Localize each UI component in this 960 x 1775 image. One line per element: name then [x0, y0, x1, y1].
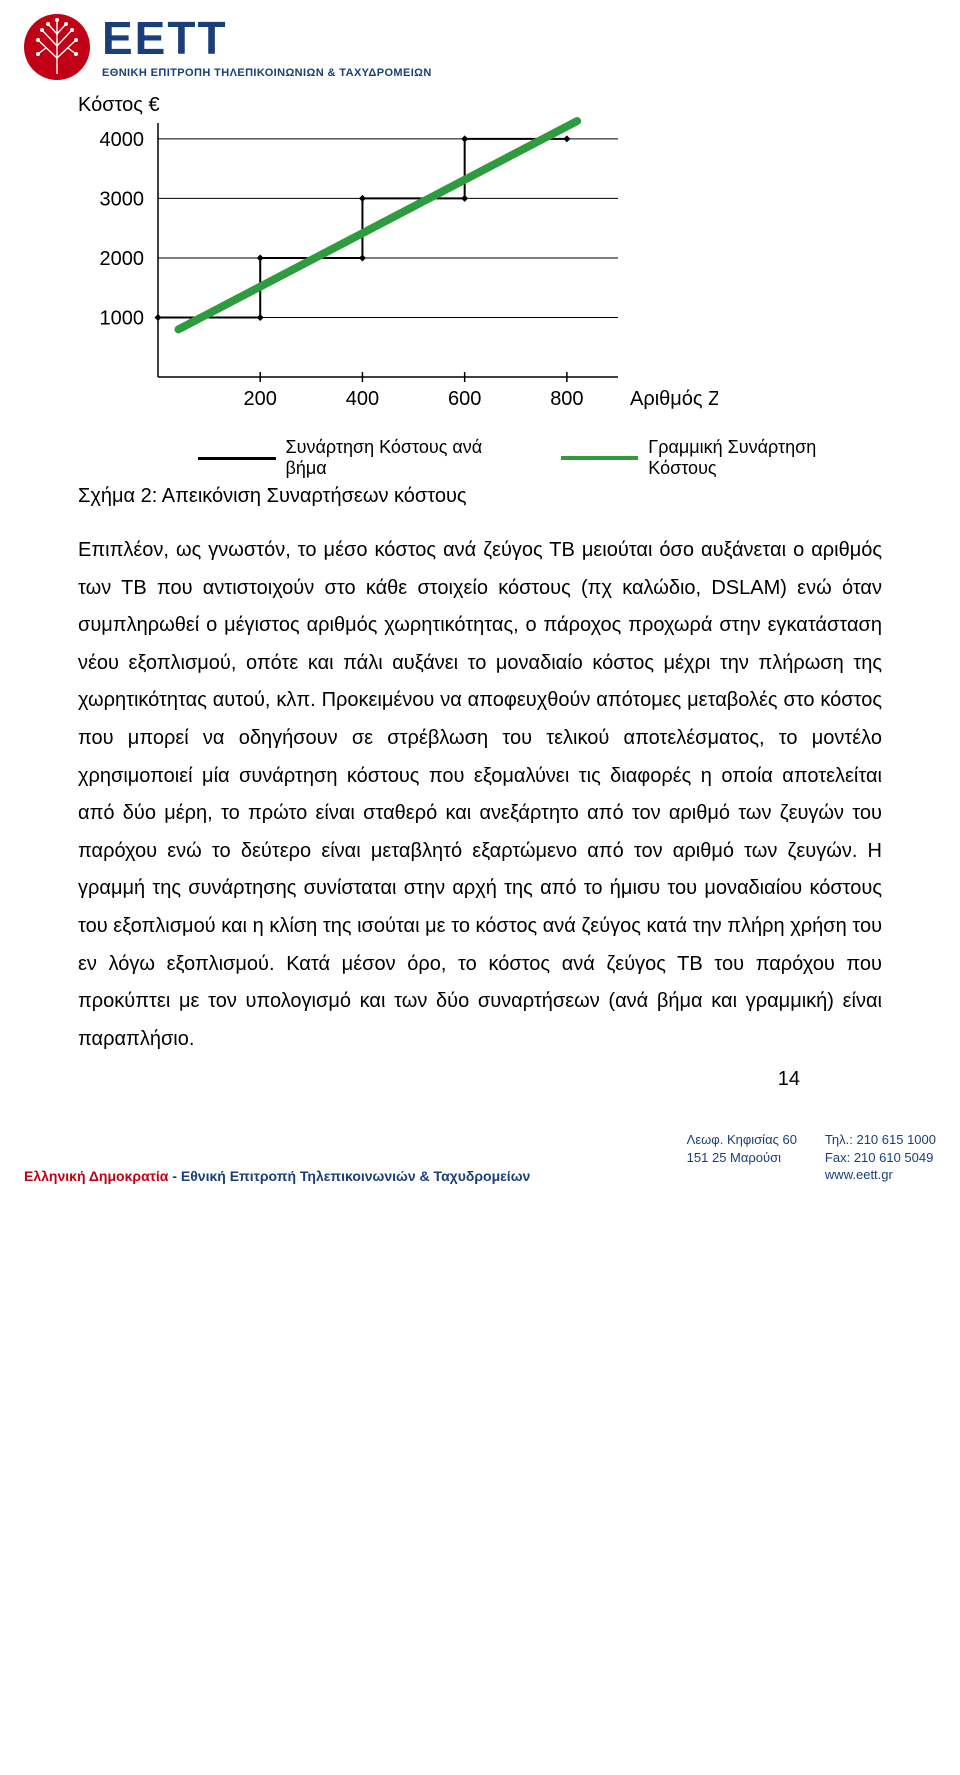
chart-legend: Συνάρτηση Κόστους ανά βήμα Γραμμική Συνά…	[198, 437, 882, 479]
footer-tel: Τηλ.: 210 615 1000	[825, 1131, 936, 1149]
chart-y-title: Κόστος €	[78, 94, 882, 117]
header-logo: EETT ΕΘΝΙΚΗ ΕΠΙΤΡΟΠΗ ΤΗΛΕΠΙΚΟΙΝΩΝΙΩΝ & Τ…	[0, 0, 960, 84]
svg-text:600: 600	[448, 388, 481, 410]
chart-block: Κόστος € 4000 3000 2000 1000 200 400 600 800 Αρι…	[78, 94, 882, 508]
footer-address: Λεωφ. Κηφισίας 60 151 25 Μαρούσι	[687, 1131, 797, 1184]
logo-text: EETT ΕΘΝΙΚΗ ΕΠΙΤΡΟΠΗ ΤΗΛΕΠΙΚΟΙΝΩΝΙΩΝ & Τ…	[102, 15, 432, 79]
content-area: Κόστος € 4000 3000 2000 1000 200 400 600 800 Αρι…	[0, 94, 960, 1091]
legend-item-trend: Γραμμική Συνάρτηση Κόστους	[561, 437, 882, 479]
footer-contact: Τηλ.: 210 615 1000 Fax: 210 610 5049 www…	[825, 1131, 936, 1184]
svg-text:Αριθμός Ζευγών: Αριθμός Ζευγών	[630, 388, 718, 410]
page-footer: Ελληνική Δημοκρατία - Εθνική Επιτροπή Τη…	[0, 1131, 960, 1184]
footer-web: www.eett.gr	[825, 1166, 936, 1184]
logo-mark-icon	[24, 14, 90, 80]
legend-swatch-step	[198, 457, 276, 460]
footer-left-red: Ελληνική Δημοκρατία	[24, 1168, 168, 1184]
step-chart: 4000 3000 2000 1000 200 400 600 800 Αριθμός Ζευγ…	[78, 117, 718, 427]
svg-text:800: 800	[550, 388, 583, 410]
svg-text:2000: 2000	[100, 248, 145, 270]
footer-left: Ελληνική Δημοκρατία - Εθνική Επιτροπή Τη…	[24, 1168, 530, 1184]
legend-label-step: Συνάρτηση Κόστους ανά βήμα	[286, 437, 521, 479]
svg-text:3000: 3000	[100, 188, 145, 210]
legend-item-step: Συνάρτηση Κόστους ανά βήμα	[198, 437, 521, 479]
chart-caption: Σχήμα 2: Απεικόνιση Συναρτήσεων κόστους	[78, 485, 882, 508]
svg-text:400: 400	[346, 388, 379, 410]
footer-addr1: Λεωφ. Κηφισίας 60	[687, 1131, 797, 1149]
footer-left-blue: Εθνική Επιτροπή Τηλεπικοινωνιών & Ταχυδρ…	[181, 1168, 530, 1184]
body-paragraph: Επιπλέον, ως γνωστόν, το μέσο κόστος ανά…	[78, 532, 882, 1058]
footer-right: Λεωφ. Κηφισίας 60 151 25 Μαρούσι Τηλ.: 2…	[687, 1131, 936, 1184]
svg-text:200: 200	[244, 388, 277, 410]
logo-word: EETT	[102, 15, 432, 61]
svg-text:4000: 4000	[100, 129, 145, 151]
svg-text:1000: 1000	[100, 307, 145, 329]
page: EETT ΕΘΝΙΚΗ ΕΠΙΤΡΟΠΗ ΤΗΛΕΠΙΚΟΙΝΩΝΙΩΝ & Τ…	[0, 0, 960, 1224]
footer-sep: -	[168, 1168, 180, 1184]
footer-addr2: 151 25 Μαρούσι	[687, 1149, 797, 1167]
legend-swatch-trend	[561, 456, 639, 460]
logo-subtitle: ΕΘΝΙΚΗ ΕΠΙΤΡΟΠΗ ΤΗΛΕΠΙΚΟΙΝΩΝΙΩΝ & ΤΑΧΥΔΡ…	[102, 67, 432, 79]
page-number: 14	[78, 1068, 800, 1091]
footer-fax: Fax: 210 610 5049	[825, 1149, 936, 1167]
legend-label-trend: Γραμμική Συνάρτηση Κόστους	[648, 437, 882, 479]
